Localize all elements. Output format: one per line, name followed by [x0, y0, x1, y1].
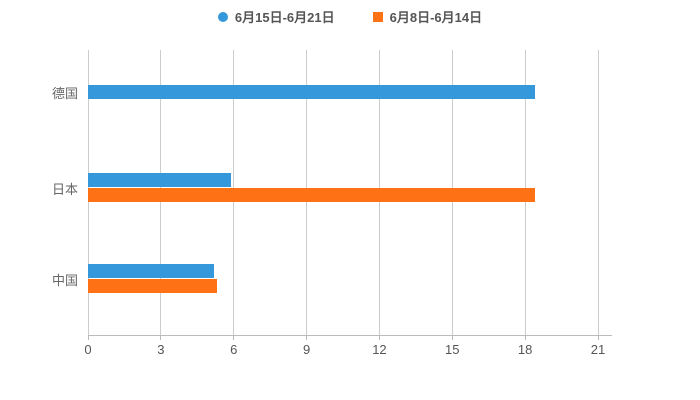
x-axis-tick — [378, 335, 380, 340]
x-tick-label: 18 — [517, 342, 533, 357]
x-axis-tick — [87, 335, 89, 340]
x-axis-line — [88, 335, 612, 336]
x-tick-label: 0 — [84, 342, 92, 357]
legend-circle-marker-icon — [217, 11, 228, 22]
x-axis-tick — [451, 335, 453, 340]
y-category-label: 日本 — [51, 181, 78, 197]
y-category-label: 中国 — [51, 272, 78, 288]
legend-square-marker-icon — [372, 11, 383, 22]
x-axis-tick — [233, 335, 235, 340]
legend-label-week2: 6月15日-6月21日 — [234, 10, 335, 25]
legend: 6月15日-6月21日 6月8日-6月14日 — [0, 7, 700, 26]
x-axis-tick — [160, 335, 162, 340]
bar-日本-series1[interactable] — [88, 173, 232, 187]
x-tick-label: 15 — [445, 342, 460, 357]
bar-中国-series2[interactable] — [88, 279, 217, 293]
x-tick-label: 6 — [230, 342, 238, 357]
x-axis-tick — [597, 335, 599, 340]
bar-德国-series1[interactable] — [88, 84, 535, 99]
x-tick-label: 9 — [302, 342, 311, 357]
legend-item-week1[interactable]: 6月8日-6月14日 — [372, 7, 483, 26]
legend-item-week2[interactable]: 6月15日-6月21日 — [217, 7, 335, 26]
bar-中国-series1[interactable] — [88, 264, 215, 278]
x-tick-label: 3 — [157, 342, 165, 357]
x-tick-label: 21 — [590, 342, 606, 357]
bar-日本-series2[interactable] — [88, 188, 535, 202]
legend-label-week1: 6月8日-6月14日 — [389, 10, 483, 25]
x-axis-tick — [306, 335, 308, 340]
gridline — [597, 50, 599, 335]
y-category-label: 德国 — [51, 85, 78, 101]
x-tick-label: 12 — [372, 342, 387, 357]
x-axis-tick — [524, 335, 526, 340]
